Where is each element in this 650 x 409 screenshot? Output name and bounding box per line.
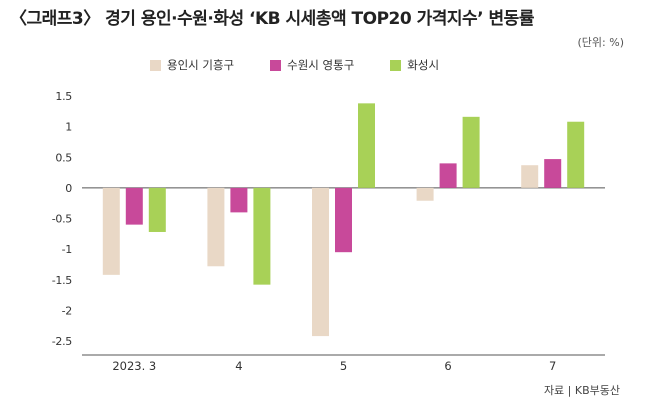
y-tick-label: -2 [62, 304, 72, 317]
y-tick-label: 1.5 [55, 90, 72, 103]
bar-chart: 1.5 1 0.5 0 -0.5 -1 -1.5 -2 -2.5 2023. 3 4 5 6 7 [0, 0, 650, 409]
bar [149, 188, 166, 232]
bar [207, 188, 224, 266]
y-tick-label: -1.5 [52, 274, 73, 287]
y-tick-label: 1 [65, 121, 72, 134]
y-tick-label: -1 [62, 243, 72, 256]
bar [312, 188, 329, 336]
x-tick-label: 2023. 3 [112, 359, 156, 373]
y-tick-label: 0.5 [55, 151, 72, 164]
bar [230, 188, 247, 213]
x-tick-label: 4 [235, 359, 242, 373]
y-tick-label: 0 [65, 182, 72, 195]
x-tick-label: 6 [444, 359, 451, 373]
bar [521, 165, 538, 188]
bar [335, 188, 352, 252]
y-tick-label: -2.5 [52, 335, 73, 348]
y-tick-label: -0.5 [52, 213, 73, 226]
bar [440, 163, 457, 188]
bar [253, 188, 270, 285]
bar [126, 188, 143, 225]
bar [103, 188, 120, 275]
x-tick-label: 5 [340, 359, 347, 373]
bar [544, 159, 561, 188]
bar [567, 122, 584, 188]
source-credit: 자료 | KB부동산 [544, 382, 620, 398]
bar [463, 117, 480, 188]
bar [417, 188, 434, 201]
bar [358, 103, 375, 188]
x-tick-label: 7 [549, 359, 556, 373]
